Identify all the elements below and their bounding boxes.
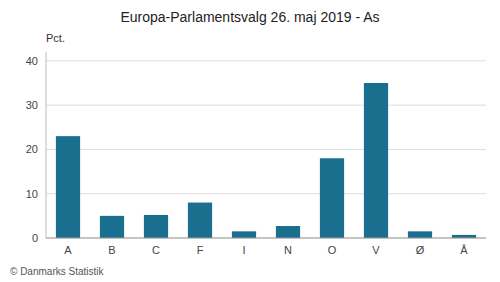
x-tick-label: C xyxy=(152,244,160,256)
y-tick-label: 40 xyxy=(26,55,38,67)
x-tick-label: V xyxy=(372,244,380,256)
grid-line xyxy=(46,238,486,239)
grid xyxy=(46,61,486,238)
y-tick-label: 0 xyxy=(32,232,38,244)
y-tick-label: 20 xyxy=(26,143,38,155)
x-tick-label: N xyxy=(284,244,292,256)
y-tick-label: 10 xyxy=(26,188,38,200)
x-tick-label: A xyxy=(64,244,72,256)
bar xyxy=(276,226,300,238)
x-tick-label: F xyxy=(197,244,204,256)
chart-svg: Europa-Parlamentsvalg 26. maj 2019 - As P… xyxy=(0,0,500,282)
grid-line xyxy=(46,60,486,61)
footer: © Danmarks Statistik xyxy=(10,266,105,277)
bar xyxy=(56,136,80,238)
bars xyxy=(56,83,476,238)
x-tick-label: Å xyxy=(460,244,468,256)
bar xyxy=(408,231,432,238)
bar xyxy=(188,203,212,238)
grid-line xyxy=(46,193,486,194)
x-tick-label: Ø xyxy=(416,244,425,256)
x-axis-line xyxy=(46,238,486,239)
y-axis-label: Pct. xyxy=(46,32,65,44)
bar xyxy=(320,158,344,238)
bar xyxy=(144,215,168,238)
grid-line xyxy=(46,149,486,150)
chart-container: Europa-Parlamentsvalg 26. maj 2019 - As P… xyxy=(0,0,500,282)
y-axis-line xyxy=(46,52,47,238)
title: Europa-Parlamentsvalg 26. maj 2019 - As xyxy=(120,9,379,25)
bar xyxy=(232,231,256,238)
grid-line xyxy=(46,105,486,106)
bar xyxy=(100,216,124,238)
x-tick-label: O xyxy=(328,244,337,256)
x-tick-label: I xyxy=(242,244,245,256)
x-tick-label: B xyxy=(108,244,115,256)
bar xyxy=(364,83,388,238)
y-tick-label: 30 xyxy=(26,99,38,111)
